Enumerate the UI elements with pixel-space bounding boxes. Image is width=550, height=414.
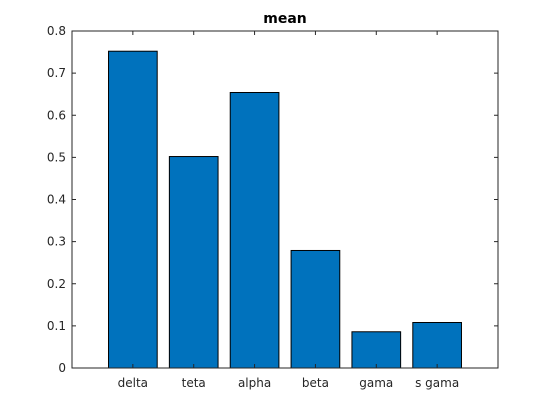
- bar-gama: [351, 331, 402, 369]
- bar-s-gama: [412, 322, 462, 369]
- x-axis-ticks: delta teta alpha beta gama s gama: [118, 31, 459, 390]
- chart-title: mean: [263, 11, 307, 27]
- x-tick-label: delta: [118, 376, 148, 390]
- plot-frame: [71, 30, 499, 369]
- x-tick-label: s gama: [415, 376, 459, 390]
- x-tick-label: alpha: [238, 376, 271, 390]
- y-tick-label: 0.4: [47, 193, 66, 207]
- y-tick-label: 0.3: [47, 235, 66, 249]
- y-tick-label: 0.2: [47, 277, 66, 291]
- bar-beta: [290, 249, 341, 369]
- bar-delta: [108, 50, 158, 369]
- y-tick-label: 0.1: [47, 319, 66, 333]
- y-tick-label: 0.6: [47, 108, 66, 122]
- x-tick-label: gama: [359, 376, 393, 390]
- bar-teta: [168, 156, 219, 369]
- y-tick-label: 0: [58, 361, 66, 375]
- bar-alpha: [229, 92, 280, 369]
- bars-group: [108, 50, 462, 369]
- y-axis-ticks: 0 0.1 0.2 0.3 0.4 0.5 0.6 0.7 0.8: [47, 24, 498, 375]
- y-tick-label: 0.5: [47, 150, 66, 164]
- x-tick-label: beta: [302, 376, 329, 390]
- y-tick-label: 0.8: [47, 24, 66, 38]
- y-tick-label: 0.7: [47, 66, 66, 80]
- x-tick-label: teta: [182, 376, 206, 390]
